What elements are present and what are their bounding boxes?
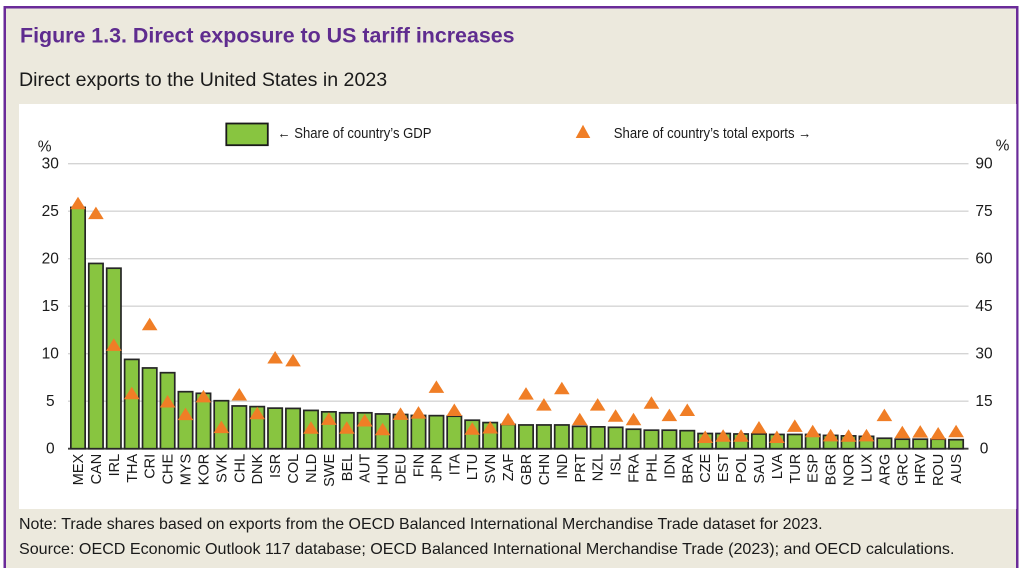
svg-text:Source: OECD Economic Outlook: Source: OECD Economic Outlook 117 databa… bbox=[19, 540, 954, 558]
svg-text:CAN: CAN bbox=[89, 454, 105, 485]
svg-text:KOR: KOR bbox=[196, 454, 212, 485]
svg-text:Figure 1.3. Direct exposure to: Figure 1.3. Direct exposure to US tariff… bbox=[20, 24, 515, 48]
svg-text:DEU: DEU bbox=[394, 454, 410, 485]
svg-text:HUN: HUN bbox=[376, 454, 392, 485]
svg-text:SAU: SAU bbox=[752, 454, 768, 484]
svg-text:30: 30 bbox=[975, 346, 993, 363]
svg-text:IRL: IRL bbox=[107, 454, 123, 477]
svg-text:SWE: SWE bbox=[322, 453, 338, 486]
svg-text:SVN: SVN bbox=[483, 454, 499, 484]
svg-text:10: 10 bbox=[42, 346, 60, 363]
svg-text:0: 0 bbox=[46, 441, 55, 458]
svg-text:Note: Trade shares based on ex: Note: Trade shares based on exports from… bbox=[19, 516, 823, 533]
svg-text:Direct exports to the United S: Direct exports to the United States in 2… bbox=[19, 69, 387, 91]
svg-text:NOR: NOR bbox=[842, 454, 858, 486]
svg-text:← Share of country’s GDP: ← Share of country’s GDP bbox=[278, 125, 432, 142]
svg-text:THA: THA bbox=[125, 453, 141, 482]
svg-text:BGR: BGR bbox=[824, 454, 840, 485]
svg-text:%: % bbox=[38, 138, 52, 155]
svg-text:45: 45 bbox=[975, 298, 992, 315]
svg-text:%: % bbox=[996, 137, 1010, 154]
svg-text:AUT: AUT bbox=[358, 454, 374, 483]
svg-text:ROU: ROU bbox=[931, 454, 947, 486]
svg-text:NLD: NLD bbox=[304, 454, 320, 483]
svg-text:MYS: MYS bbox=[179, 454, 195, 485]
svg-text:75: 75 bbox=[975, 203, 992, 220]
svg-text:CHN: CHN bbox=[537, 454, 553, 485]
svg-text:BRA: BRA bbox=[680, 453, 696, 483]
svg-text:PHL: PHL bbox=[644, 454, 660, 482]
svg-text:CRI: CRI bbox=[143, 454, 159, 479]
svg-text:EST: EST bbox=[716, 454, 732, 482]
svg-text:15: 15 bbox=[42, 298, 59, 315]
svg-text:5: 5 bbox=[46, 393, 55, 410]
svg-text:AUS: AUS bbox=[949, 454, 965, 484]
svg-text:20: 20 bbox=[42, 251, 60, 268]
svg-text:LTU: LTU bbox=[465, 454, 481, 480]
svg-text:ZAF: ZAF bbox=[501, 454, 517, 482]
svg-text:IDN: IDN bbox=[662, 454, 678, 479]
svg-text:NZL: NZL bbox=[591, 454, 607, 481]
svg-text:MEX: MEX bbox=[71, 453, 87, 485]
svg-text:FRA: FRA bbox=[627, 453, 643, 482]
svg-text:GRC: GRC bbox=[895, 454, 911, 486]
svg-text:SVK: SVK bbox=[214, 453, 230, 482]
svg-text:ISR: ISR bbox=[268, 454, 284, 478]
svg-text:ITA: ITA bbox=[447, 453, 463, 475]
svg-text:DNK: DNK bbox=[250, 453, 266, 484]
svg-text:JPN: JPN bbox=[429, 454, 445, 481]
svg-text:LUX: LUX bbox=[859, 453, 875, 482]
svg-text:90: 90 bbox=[975, 156, 993, 173]
svg-text:ESP: ESP bbox=[806, 454, 822, 483]
svg-text:0: 0 bbox=[980, 441, 989, 458]
svg-text:ARG: ARG bbox=[877, 454, 893, 485]
svg-text:LVA: LVA bbox=[770, 453, 786, 479]
svg-text:Share of country’s total expor: Share of country’s total exports → bbox=[614, 125, 812, 142]
svg-text:IND: IND bbox=[555, 454, 571, 479]
svg-text:25: 25 bbox=[42, 203, 59, 220]
svg-text:60: 60 bbox=[975, 251, 993, 268]
svg-text:FIN: FIN bbox=[411, 454, 427, 477]
svg-text:POL: POL bbox=[734, 454, 750, 483]
svg-text:CHE: CHE bbox=[161, 453, 177, 484]
svg-text:CHL: CHL bbox=[232, 454, 248, 483]
svg-text:CZE: CZE bbox=[698, 453, 714, 482]
svg-text:COL: COL bbox=[286, 454, 302, 484]
svg-text:PRT: PRT bbox=[573, 454, 589, 483]
svg-text:TUR: TUR bbox=[788, 454, 804, 484]
svg-text:30: 30 bbox=[42, 156, 60, 173]
svg-text:ISL: ISL bbox=[609, 454, 625, 476]
svg-text:BEL: BEL bbox=[340, 454, 356, 481]
svg-text:HRV: HRV bbox=[913, 453, 929, 484]
svg-text:15: 15 bbox=[975, 393, 992, 410]
svg-text:GBR: GBR bbox=[519, 454, 535, 485]
